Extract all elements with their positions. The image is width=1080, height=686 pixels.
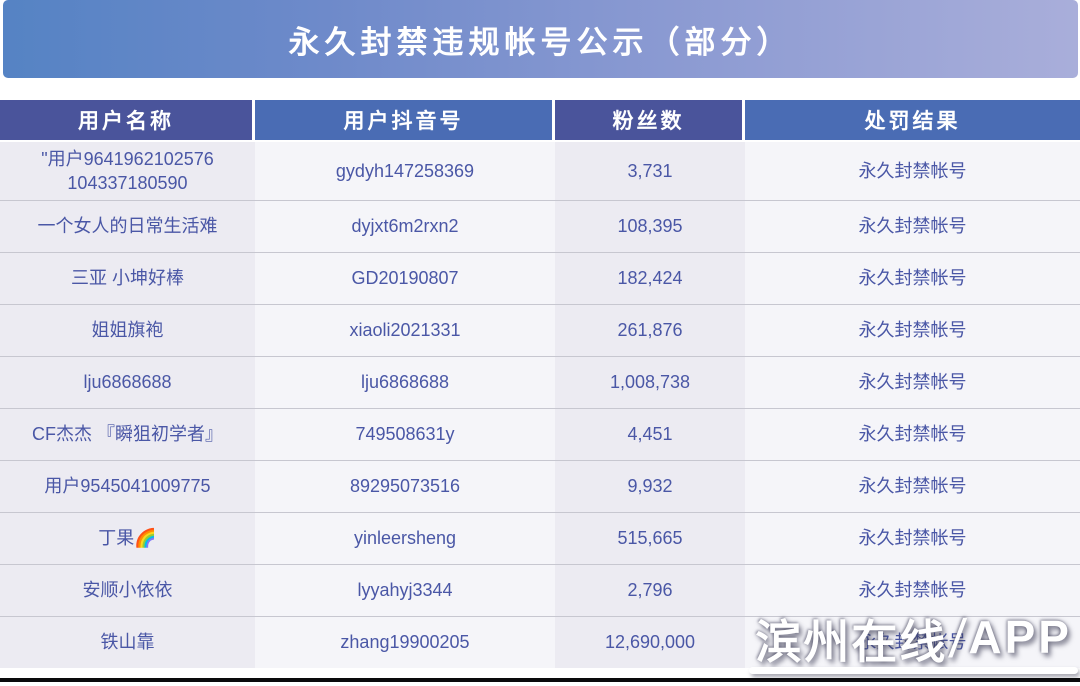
table-row: 用户9545041009775 89295073516 9,932 永久封禁帐号: [0, 460, 1080, 512]
cell-username: 铁山靠: [0, 616, 255, 668]
cell-result: 永久封禁帐号: [745, 142, 1080, 200]
cell-username: 一个女人的日常生活难: [0, 200, 255, 252]
cell-followers: 108,395: [555, 200, 745, 252]
cell-followers: 3,731: [555, 142, 745, 200]
table-row: "用户9641962102576 104337180590 gydyh147258…: [0, 142, 1080, 200]
cell-followers: 261,876: [555, 304, 745, 356]
cell-username: 安顺小依依: [0, 564, 255, 616]
cell-douyin-id: dyjxt6m2rxn2: [255, 200, 555, 252]
watermark: 滨州在线 / APP: [749, 608, 1078, 674]
cell-result: 永久封禁帐号: [745, 408, 1080, 460]
cell-username: CF杰杰 『瞬狙初学者』: [0, 408, 255, 460]
cell-result: 永久封禁帐号: [745, 200, 1080, 252]
cell-username: 三亚 小坤好棒: [0, 252, 255, 304]
table-row: 姐姐旗袍 xiaoli2021331 261,876 永久封禁帐号: [0, 304, 1080, 356]
header-cell-followers: 粉丝数: [555, 100, 745, 140]
table-row: 铁山靠 zhang19900205 12,690,000 永久封禁帐号: [0, 616, 1080, 668]
cell-followers: 1,008,738: [555, 356, 745, 408]
watermark-site-text: 滨州在线: [755, 616, 948, 668]
cell-douyin-id: lju6868688: [255, 356, 555, 408]
cell-douyin-id: 749508631y: [255, 408, 555, 460]
cell-douyin-id: zhang19900205: [255, 616, 555, 668]
table-row: 丁果🌈 yinleersheng 515,665 永久封禁帐号: [0, 512, 1080, 564]
cell-followers: 182,424: [555, 252, 745, 304]
cell-followers: 9,932: [555, 460, 745, 512]
bottom-border-line: [0, 678, 1080, 682]
cell-username: 丁果🌈: [0, 512, 255, 564]
cell-result: 永久封禁帐号: [745, 512, 1080, 564]
table-row: 三亚 小坤好棒 GD20190807 182,424 永久封禁帐号: [0, 252, 1080, 304]
cell-result: 永久封禁帐号: [745, 460, 1080, 512]
table-row: 一个女人的日常生活难 dyjxt6m2rxn2 108,395 永久封禁帐号: [0, 200, 1080, 252]
announcement-table: 用户名称 用户抖音号 粉丝数 处罚结果 "用户9641962102576 104…: [0, 100, 1080, 668]
table-body: "用户9641962102576 104337180590 gydyh147258…: [0, 142, 1080, 668]
cell-douyin-id: yinleersheng: [255, 512, 555, 564]
cell-username: "用户9641962102576 104337180590: [0, 142, 255, 200]
cell-username: 用户9545041009775: [0, 460, 255, 512]
watermark-underline: [749, 667, 1078, 674]
cell-result: 永久封禁帐号: [745, 304, 1080, 356]
table-row: 安顺小依依 lyyahyj3344 2,796 永久封禁帐号: [0, 564, 1080, 616]
cell-username: lju6868688: [0, 356, 255, 408]
header-cell-username: 用户名称: [0, 100, 255, 140]
cell-result: 永久封禁帐号: [745, 616, 1080, 668]
cell-douyin-id: lyyahyj3344: [255, 564, 555, 616]
watermark-app-text: APP: [968, 611, 1072, 663]
cell-result: 永久封禁帐号: [745, 356, 1080, 408]
table-row: CF杰杰 『瞬狙初学者』 749508631y 4,451 永久封禁帐号: [0, 408, 1080, 460]
table-header: 用户名称 用户抖音号 粉丝数 处罚结果: [0, 100, 1080, 140]
cell-result: 永久封禁帐号: [745, 564, 1080, 616]
cell-douyin-id: xiaoli2021331: [255, 304, 555, 356]
cell-followers: 2,796: [555, 564, 745, 616]
table-row: lju6868688 lju6868688 1,008,738 永久封禁帐号: [0, 356, 1080, 408]
cell-followers: 12,690,000: [555, 616, 745, 668]
cell-result: 永久封禁帐号: [745, 252, 1080, 304]
cell-followers: 4,451: [555, 408, 745, 460]
cell-followers: 515,665: [555, 512, 745, 564]
header-cell-douyin-id: 用户抖音号: [255, 100, 555, 140]
cell-douyin-id: 89295073516: [255, 460, 555, 512]
cell-douyin-id: gydyh147258369: [255, 142, 555, 200]
banner: 永久封禁违规帐号公示（部分）: [3, 0, 1078, 78]
cell-douyin-id: GD20190807: [255, 252, 555, 304]
cell-username: 姐姐旗袍: [0, 304, 255, 356]
header-cell-result: 处罚结果: [745, 100, 1080, 140]
page-title: 永久封禁违规帐号公示（部分）: [288, 24, 793, 60]
